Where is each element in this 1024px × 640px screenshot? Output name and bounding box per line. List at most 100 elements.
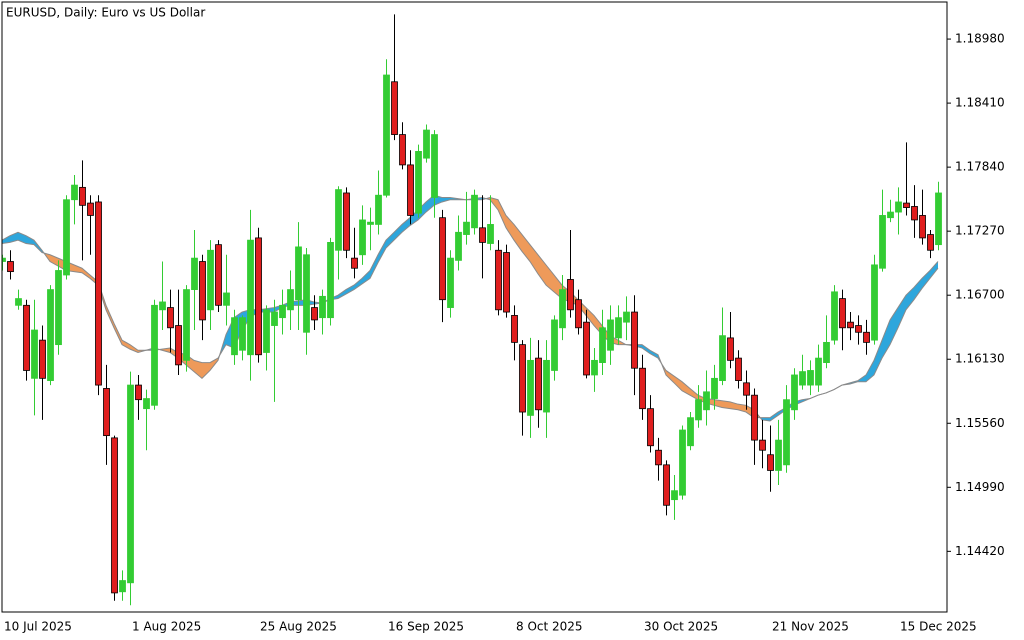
ribbon-fill — [362, 270, 370, 284]
candle-body — [231, 317, 238, 356]
candle-body — [135, 384, 142, 401]
ribbon-fill — [402, 217, 410, 233]
candle-body — [391, 81, 398, 135]
candle-body — [47, 289, 54, 381]
candle-body — [631, 311, 638, 369]
candle-body — [519, 344, 526, 413]
candle-body — [551, 319, 558, 371]
candle-body — [247, 239, 254, 356]
ribbon-fill — [586, 307, 594, 326]
candle-body — [343, 192, 350, 251]
candle-body — [791, 374, 798, 411]
x-tick-label: 1 Aug 2025 — [132, 620, 201, 634]
candle-body — [503, 252, 510, 313]
candle-body — [479, 227, 486, 243]
candle-body — [263, 309, 270, 353]
candle-body — [375, 194, 382, 225]
candle-body — [927, 234, 934, 251]
candle-body — [471, 194, 478, 229]
candle-body — [751, 394, 758, 441]
candle-body — [703, 391, 710, 411]
ribbon-fill — [914, 278, 922, 300]
candle-body — [159, 301, 166, 311]
candle-body — [303, 254, 310, 333]
y-tick-label: 1.18410 — [955, 96, 1005, 110]
y-tick-label: 1.16130 — [955, 352, 1005, 366]
ribbon-fill — [722, 400, 730, 409]
candle-body — [815, 357, 822, 386]
x-tick-label: 21 Nov 2025 — [772, 620, 849, 634]
candle-body — [295, 246, 302, 301]
candle-body — [639, 367, 646, 410]
candle-body — [671, 490, 678, 501]
ribbon-fill — [874, 340, 882, 375]
candle-body — [415, 151, 422, 214]
ribbon-fill — [346, 285, 354, 295]
candle-body — [255, 237, 262, 356]
candle-body — [855, 325, 862, 333]
candle-body — [511, 315, 518, 343]
ribbon-fill — [642, 344, 650, 354]
candle-body — [623, 311, 630, 323]
candle-body — [759, 439, 766, 451]
plot-area — [2, 14, 942, 606]
ma-line — [2, 196, 939, 422]
ribbon-fill — [2, 235, 10, 244]
ribbon-fill — [202, 362, 210, 379]
candle-body — [207, 249, 214, 311]
candle-body — [767, 454, 774, 471]
candle-body — [39, 339, 46, 379]
candle-body — [87, 202, 94, 216]
ribbon-fill — [122, 340, 130, 350]
ribbon-fill — [770, 412, 778, 422]
x-tick-label: 15 Dec 2025 — [900, 620, 977, 634]
candle-body — [487, 224, 494, 244]
candle-body — [215, 244, 222, 306]
y-tick-label: 1.17270 — [955, 224, 1005, 238]
x-tick-label: 25 Aug 2025 — [260, 620, 337, 634]
candle-body — [311, 307, 318, 321]
candle-body — [831, 291, 838, 341]
candle-body — [239, 317, 246, 351]
candle-body — [175, 325, 182, 366]
candle-body — [679, 429, 686, 496]
candle-body — [775, 439, 782, 471]
candle-body — [591, 359, 598, 376]
x-tick-label: 8 Oct 2025 — [516, 620, 583, 634]
y-tick-label: 1.14420 — [955, 544, 1005, 558]
ribbon-fill — [394, 224, 402, 241]
ribbon-fill — [898, 295, 906, 328]
candle-body — [111, 437, 118, 594]
candle-body — [127, 384, 134, 584]
candle-body — [7, 261, 14, 273]
ribbon-fill — [410, 209, 418, 226]
candle-body — [351, 257, 358, 269]
candle-body — [327, 242, 334, 319]
y-tick-label: 1.15560 — [955, 416, 1005, 430]
candle-body — [447, 257, 454, 308]
candle-body — [615, 317, 622, 339]
candle-body — [383, 74, 390, 196]
ribbon-fill — [370, 254, 378, 279]
candle-body — [431, 134, 438, 198]
ribbon-fill — [650, 350, 658, 359]
candle-body — [463, 221, 470, 235]
candle-body — [335, 189, 342, 251]
candle-body — [183, 289, 190, 361]
candle-body — [935, 192, 942, 246]
candle-body — [735, 357, 742, 381]
ribbon-fill — [906, 287, 914, 310]
ribbon-fill — [890, 307, 898, 345]
candle-body — [807, 370, 814, 386]
ma-line — [2, 194, 939, 419]
plot-frame — [1, 1, 948, 613]
candle-body — [895, 201, 902, 213]
ribbon-fill — [514, 224, 522, 252]
candle-body — [23, 304, 30, 371]
candle-body — [95, 201, 102, 386]
candle-body — [279, 304, 286, 319]
candle-body — [63, 199, 70, 276]
candle-body — [495, 249, 502, 311]
chart-title: EURUSD, Daily: Euro vs US Dollar — [6, 6, 205, 20]
